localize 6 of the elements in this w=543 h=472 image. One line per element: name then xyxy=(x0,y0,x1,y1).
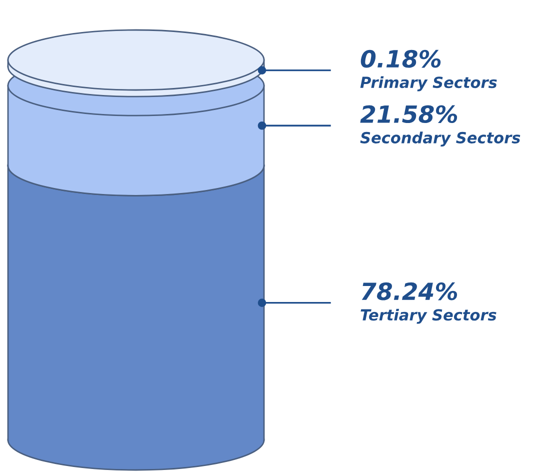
data-label: 78.24% xyxy=(362,282,458,300)
data-label: 0.18% xyxy=(360,50,441,68)
data-label: 21.58% xyxy=(360,105,458,124)
category-label: Primary Sectors xyxy=(360,76,497,92)
category-label: Tertiary Sectors xyxy=(360,308,496,324)
category-label: Secondary Sectors xyxy=(360,132,520,147)
